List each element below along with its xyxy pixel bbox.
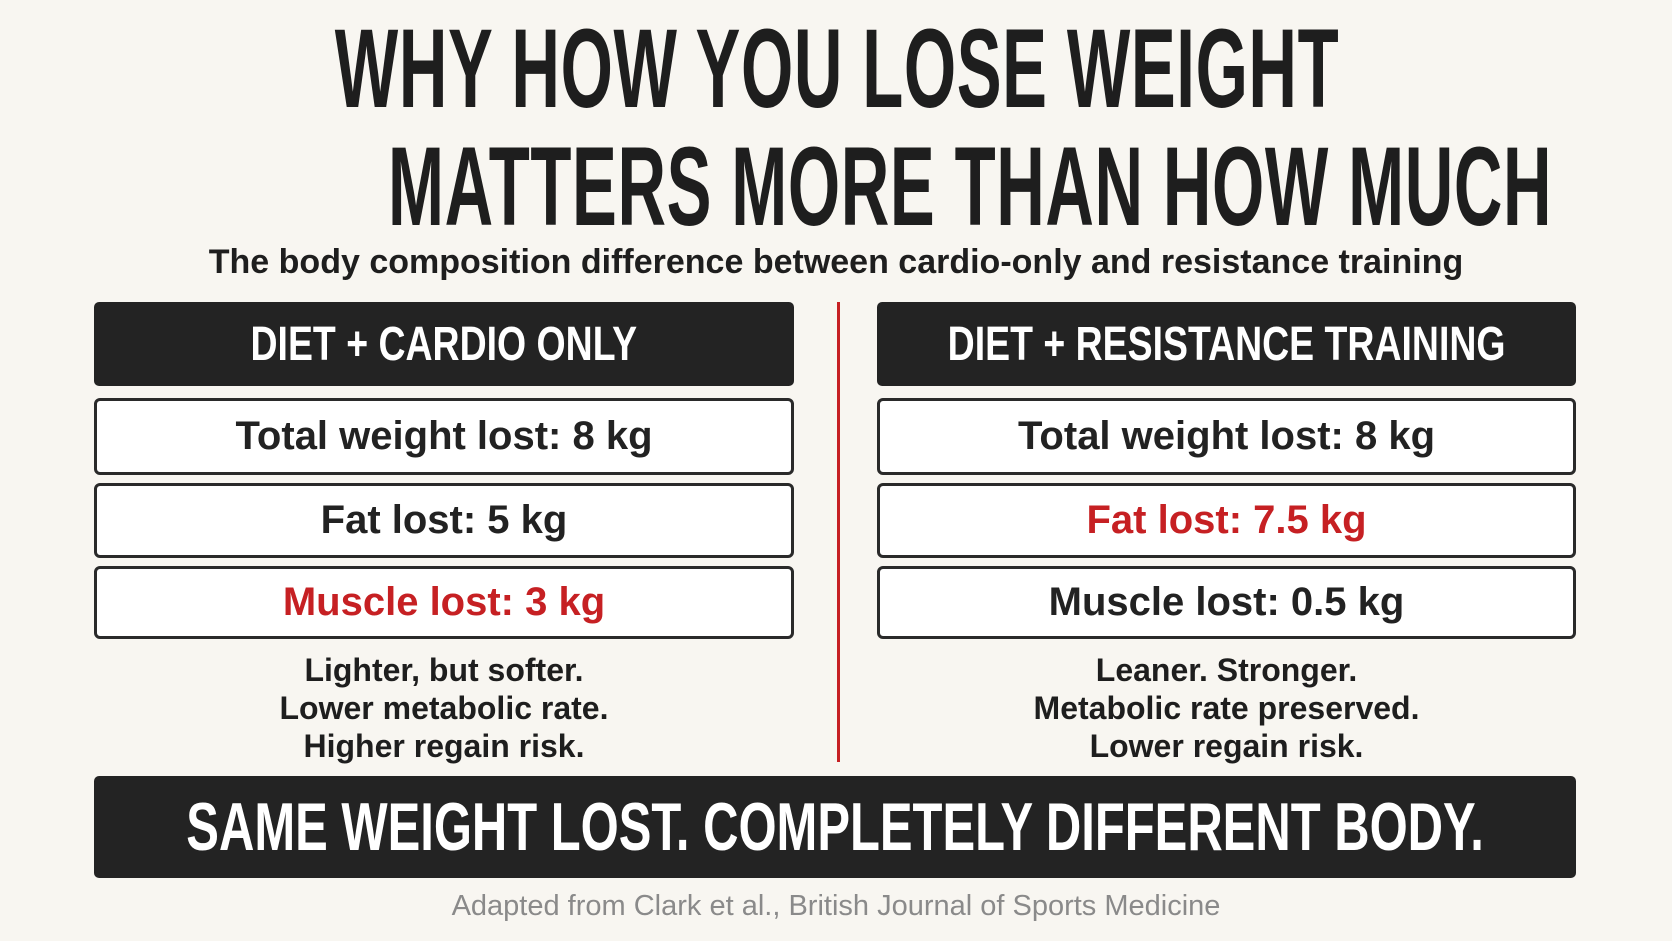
stat-row: Total weight lost: 8 kg	[94, 398, 794, 475]
banner: SAME WEIGHT LOST. COMPLETELY DIFFERENT B…	[94, 776, 1576, 878]
title-line: WHY HOW YOU LOSE WEIGHT	[0, 13, 1672, 125]
stat-row: Muscle lost: 0.5 kg	[877, 566, 1576, 639]
source: Adapted from Clark et al., British Journ…	[451, 890, 1221, 922]
divider	[837, 302, 840, 762]
stat-row: Total weight lost: 8 kg	[877, 398, 1576, 475]
title-text: MATTERS MORE THAN HOW MUCH	[388, 124, 1553, 249]
column-heading: DIET + CARDIO ONLY	[94, 302, 794, 386]
note-line: Lower metabolic rate.	[279, 690, 609, 726]
note-line: Leaner. Stronger.	[1095, 652, 1358, 688]
subtitle: The body composition difference between …	[208, 243, 1464, 281]
note-line: Metabolic rate preserved.	[1033, 690, 1420, 726]
note-line: Higher regain risk.	[303, 728, 585, 764]
note-line: Lower regain risk.	[1089, 728, 1364, 764]
stat-row: Fat lost: 5 kg	[94, 483, 794, 558]
stat-row: Fat lost: 7.5 kg	[877, 483, 1576, 558]
title-line: MATTERS MORE THAN HOW MUCH	[0, 131, 1672, 243]
title-text: WHY HOW YOU LOSE WEIGHT	[334, 6, 1340, 131]
heading-text: DIET + CARDIO ONLY	[250, 317, 638, 371]
column-heading: DIET + RESISTANCE TRAINING	[877, 302, 1576, 386]
banner-text: SAME WEIGHT LOST. COMPLETELY DIFFERENT B…	[186, 789, 1484, 865]
stat-row: Muscle lost: 3 kg	[94, 566, 794, 639]
heading-text: DIET + RESISTANCE TRAINING	[947, 317, 1506, 371]
note-line: Lighter, but softer.	[304, 652, 584, 688]
